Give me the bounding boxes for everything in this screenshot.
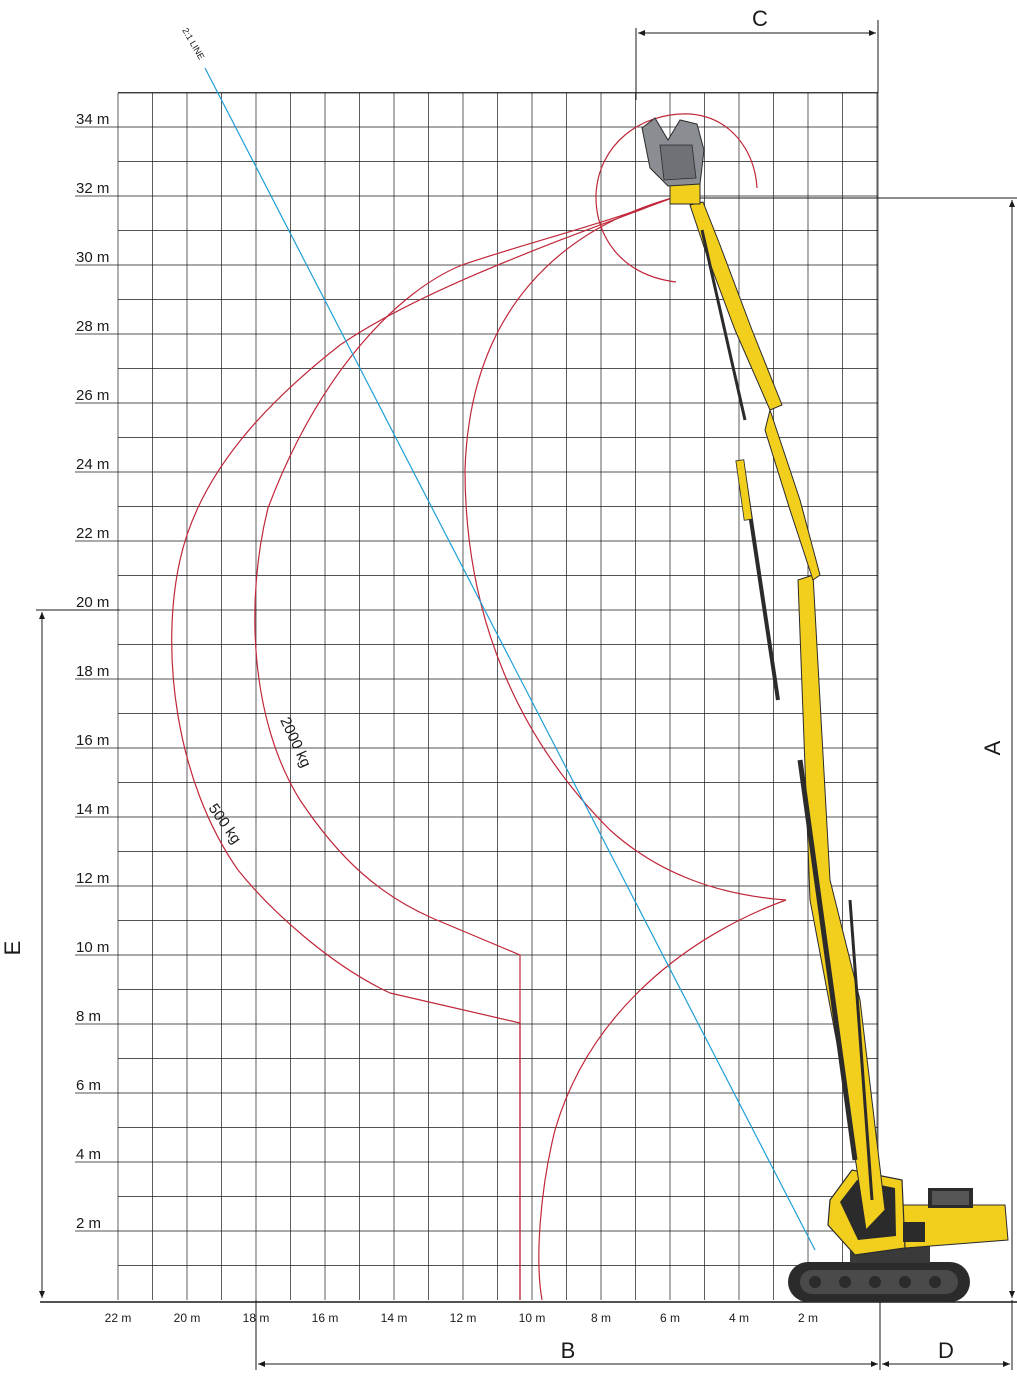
- x-tick-label: 6 m: [660, 1311, 680, 1325]
- model-badge: [903, 1222, 925, 1242]
- track-rollers: [809, 1276, 941, 1288]
- arm: [689, 201, 783, 411]
- x-tick-label: 10 m: [519, 1311, 546, 1325]
- curve-attachment-swing: [595, 113, 758, 283]
- x-tick-label: 18 m: [243, 1311, 270, 1325]
- x-tick-label: 2 m: [798, 1311, 818, 1325]
- y-tick-label: 18 m: [76, 663, 109, 680]
- x-tick-label: 8 m: [591, 1311, 611, 1325]
- x-tick-label: 20 m: [174, 1311, 201, 1325]
- y-tick-label: 14 m: [76, 801, 109, 818]
- curve-label-2000kg: 2000 kg: [276, 715, 314, 771]
- y-tick-label: 26 m: [76, 387, 109, 404]
- arm-cylinder-rod: [735, 459, 753, 521]
- dimension-arrowhead: [638, 30, 645, 36]
- curve-inner-reach: [464, 197, 787, 1301]
- dimension-label-e: E: [0, 941, 25, 956]
- y-tick-label: 10 m: [76, 939, 109, 956]
- dimension-arrowhead: [39, 1291, 45, 1298]
- dimension-label-d: D: [938, 1338, 954, 1363]
- y-tick-label: 12 m: [76, 870, 109, 887]
- x-tick-label: 22 m: [105, 1311, 132, 1325]
- demolition-excavator-illustration: [641, 117, 1009, 1302]
- x-tick-label: 4 m: [729, 1311, 749, 1325]
- dimension-label-a: A: [980, 740, 1005, 755]
- y-tick-label: 16 m: [76, 732, 109, 749]
- curve-2000kg: [254, 197, 673, 1300]
- x-tick-label: 14 m: [381, 1311, 408, 1325]
- shear-jaw: [659, 144, 697, 181]
- reference-line-label: 2:1 LINE: [180, 26, 206, 61]
- y-tick-label: 32 m: [76, 180, 109, 197]
- y-tick-label: 24 m: [76, 456, 109, 473]
- y-tick-label: 6 m: [76, 1077, 101, 1094]
- engine-grille: [932, 1191, 969, 1205]
- dimension-arrowhead: [871, 1361, 878, 1367]
- y-tick-label: 4 m: [76, 1146, 101, 1163]
- dimension-label-c: C: [752, 6, 768, 31]
- y-tick-label: 2 m: [76, 1215, 101, 1232]
- labels: 2:1 LINE 2000 kg 500 kg 2 m4 m6 m8 m10 m…: [0, 6, 1005, 1363]
- y-tick-label: 30 m: [76, 249, 109, 266]
- y-tick-label: 34 m: [76, 111, 109, 128]
- boom-cylinder: [797, 759, 858, 1161]
- x-tick-label: 12 m: [450, 1311, 477, 1325]
- x-tick-label: 16 m: [312, 1311, 339, 1325]
- curve-500kg: [171, 197, 673, 1300]
- dimension-label-b: B: [561, 1338, 576, 1363]
- boom-hose: [848, 899, 874, 1201]
- y-tick-label: 22 m: [76, 525, 109, 542]
- y-tick-label: 8 m: [76, 1008, 101, 1025]
- dimension-arrowhead: [1003, 1361, 1010, 1367]
- reference-line: [204, 67, 816, 1251]
- dimension-arrowhead: [882, 1361, 889, 1367]
- dimension-arrowhead: [1009, 200, 1015, 207]
- dimension-arrowhead: [39, 612, 45, 619]
- dimension-arrowhead: [1009, 1291, 1015, 1298]
- dimension-arrowhead: [258, 1361, 265, 1367]
- bucket-cylinder: [700, 229, 747, 421]
- y-tick-label: 28 m: [76, 318, 109, 335]
- dimension-lines: [36, 20, 1017, 1370]
- dimension-arrowhead: [869, 30, 876, 36]
- load-curves: [171, 113, 787, 1301]
- y-tick-label: 20 m: [76, 594, 109, 611]
- main-boom: [797, 574, 886, 1232]
